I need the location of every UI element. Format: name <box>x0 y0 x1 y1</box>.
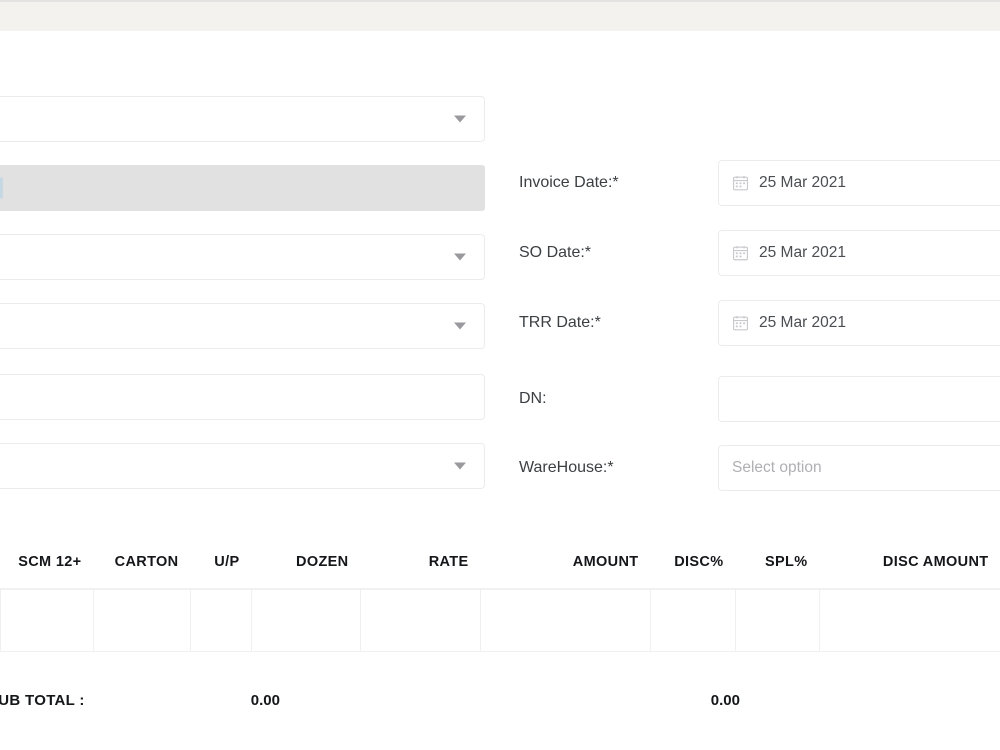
column-header-col-rate: RATE <box>360 535 481 590</box>
cell-col-up[interactable] <box>190 588 252 652</box>
cell-col-disc-amt[interactable] <box>819 588 1000 652</box>
left-select-4-row: Select option <box>0 443 485 489</box>
left-select-3[interactable]: Select option <box>0 303 485 349</box>
dn-field[interactable] <box>718 376 1000 422</box>
subtotal-label: SUB TOTAL : <box>0 692 85 709</box>
column-header-col-amount: AMOUNT <box>480 535 651 590</box>
left-select-3-row: Select option <box>0 303 485 349</box>
warehouse-placeholder: Select option <box>732 459 822 476</box>
so-date-field[interactable]: 25 Mar 2021 <box>718 230 1000 276</box>
warehouse-label: WareHouse:* <box>519 459 614 476</box>
dn-row: DN: <box>0 376 1000 422</box>
column-header-col-carton: CARTON <box>93 535 191 590</box>
cell-col-rate[interactable] <box>360 588 481 652</box>
column-header-col-disc-pct: DISC% <box>650 535 736 590</box>
left-select-2[interactable]: Select option <box>0 234 485 280</box>
column-header-col-dozen: DOZEN <box>251 535 361 590</box>
chevron-down-icon[interactable] <box>454 115 466 123</box>
cell-col-carton[interactable] <box>93 588 191 652</box>
invoice-date-field[interactable]: 25 Mar 2021 <box>718 160 1000 206</box>
left-chip-field-row <box>0 165 485 211</box>
so-date-label: SO Date:* <box>519 244 592 261</box>
trr-date-field[interactable]: 25 Mar 2021 <box>718 300 1000 346</box>
subtotal-dozen-value: 0.00 <box>250 692 280 709</box>
cell-col-spl-pct[interactable] <box>735 588 820 652</box>
left-select-1[interactable]: Select option <box>0 96 485 142</box>
left-text-1[interactable] <box>0 374 485 420</box>
cell-col-disc-pct[interactable] <box>650 588 736 652</box>
calendar-icon <box>733 316 748 331</box>
cell-col-scm12[interactable] <box>0 588 94 652</box>
cell-col-amount[interactable] <box>480 588 651 652</box>
items-grid: SCM 12+ CARTON U/P DOZEN RATE AMOUNT DISC% SPL%… <box>0 535 1000 652</box>
left-select-1-row: Select option <box>0 96 485 142</box>
column-header-col-up: U/P <box>190 535 252 590</box>
chevron-down-icon[interactable] <box>454 322 466 330</box>
trr-date-label: TRR Date:* <box>519 314 601 331</box>
dn-label: DN: <box>519 390 547 407</box>
left-select-4[interactable]: Select option <box>0 443 485 489</box>
warehouse-row: WareHouse:* Select option <box>0 445 1000 491</box>
column-header-col-scm12: SCM 12+ <box>0 535 94 590</box>
column-header-col-disc-amt: DISC AMOUNT <box>819 535 1000 590</box>
cell-col-dozen[interactable] <box>251 588 361 652</box>
top-toolbar-strip <box>0 0 1000 31</box>
left-text-1-row <box>0 374 485 420</box>
items-table: SCM 12+ CARTON U/P DOZEN RATE AMOUNT DISC% SPL%… <box>0 535 1000 652</box>
column-header-col-spl-pct: SPL% <box>735 535 820 590</box>
invoice-date-value: 25 Mar 2021 <box>759 174 847 191</box>
items-header-row: SCM 12+ CARTON U/P DOZEN RATE AMOUNT DISC% SPL%… <box>0 535 1000 590</box>
chevron-down-icon[interactable] <box>454 253 466 261</box>
left-chip-field[interactable] <box>0 165 485 211</box>
invoice-header-form: Select option Select option Select optio… <box>0 31 1000 535</box>
so-date-row: SO Date:* 25 Mar 2021 <box>0 230 1000 276</box>
selected-chip-tag <box>0 177 3 199</box>
warehouse-select[interactable]: Select option <box>718 445 1000 491</box>
trr-date-value: 25 Mar 2021 <box>759 314 847 331</box>
calendar-icon <box>733 246 748 261</box>
subtotal-amount-value: 0.00 <box>710 692 740 709</box>
trr-date-row: TRR Date:* 25 Mar 2021 <box>0 300 1000 346</box>
table-row[interactable] <box>0 588 1000 652</box>
invoice-date-row: Invoice Date:* 25 Mar 2021 <box>0 160 1000 206</box>
invoice-date-label: Invoice Date:* <box>519 174 619 191</box>
subtotal-row: SUB TOTAL : 0.00 0.00 <box>0 692 1000 720</box>
calendar-icon <box>733 176 748 191</box>
left-select-2-row: Select option <box>0 234 485 280</box>
column-header-col-blank <box>0 535 1 590</box>
chevron-down-icon[interactable] <box>454 462 466 470</box>
so-date-value: 25 Mar 2021 <box>759 244 847 261</box>
